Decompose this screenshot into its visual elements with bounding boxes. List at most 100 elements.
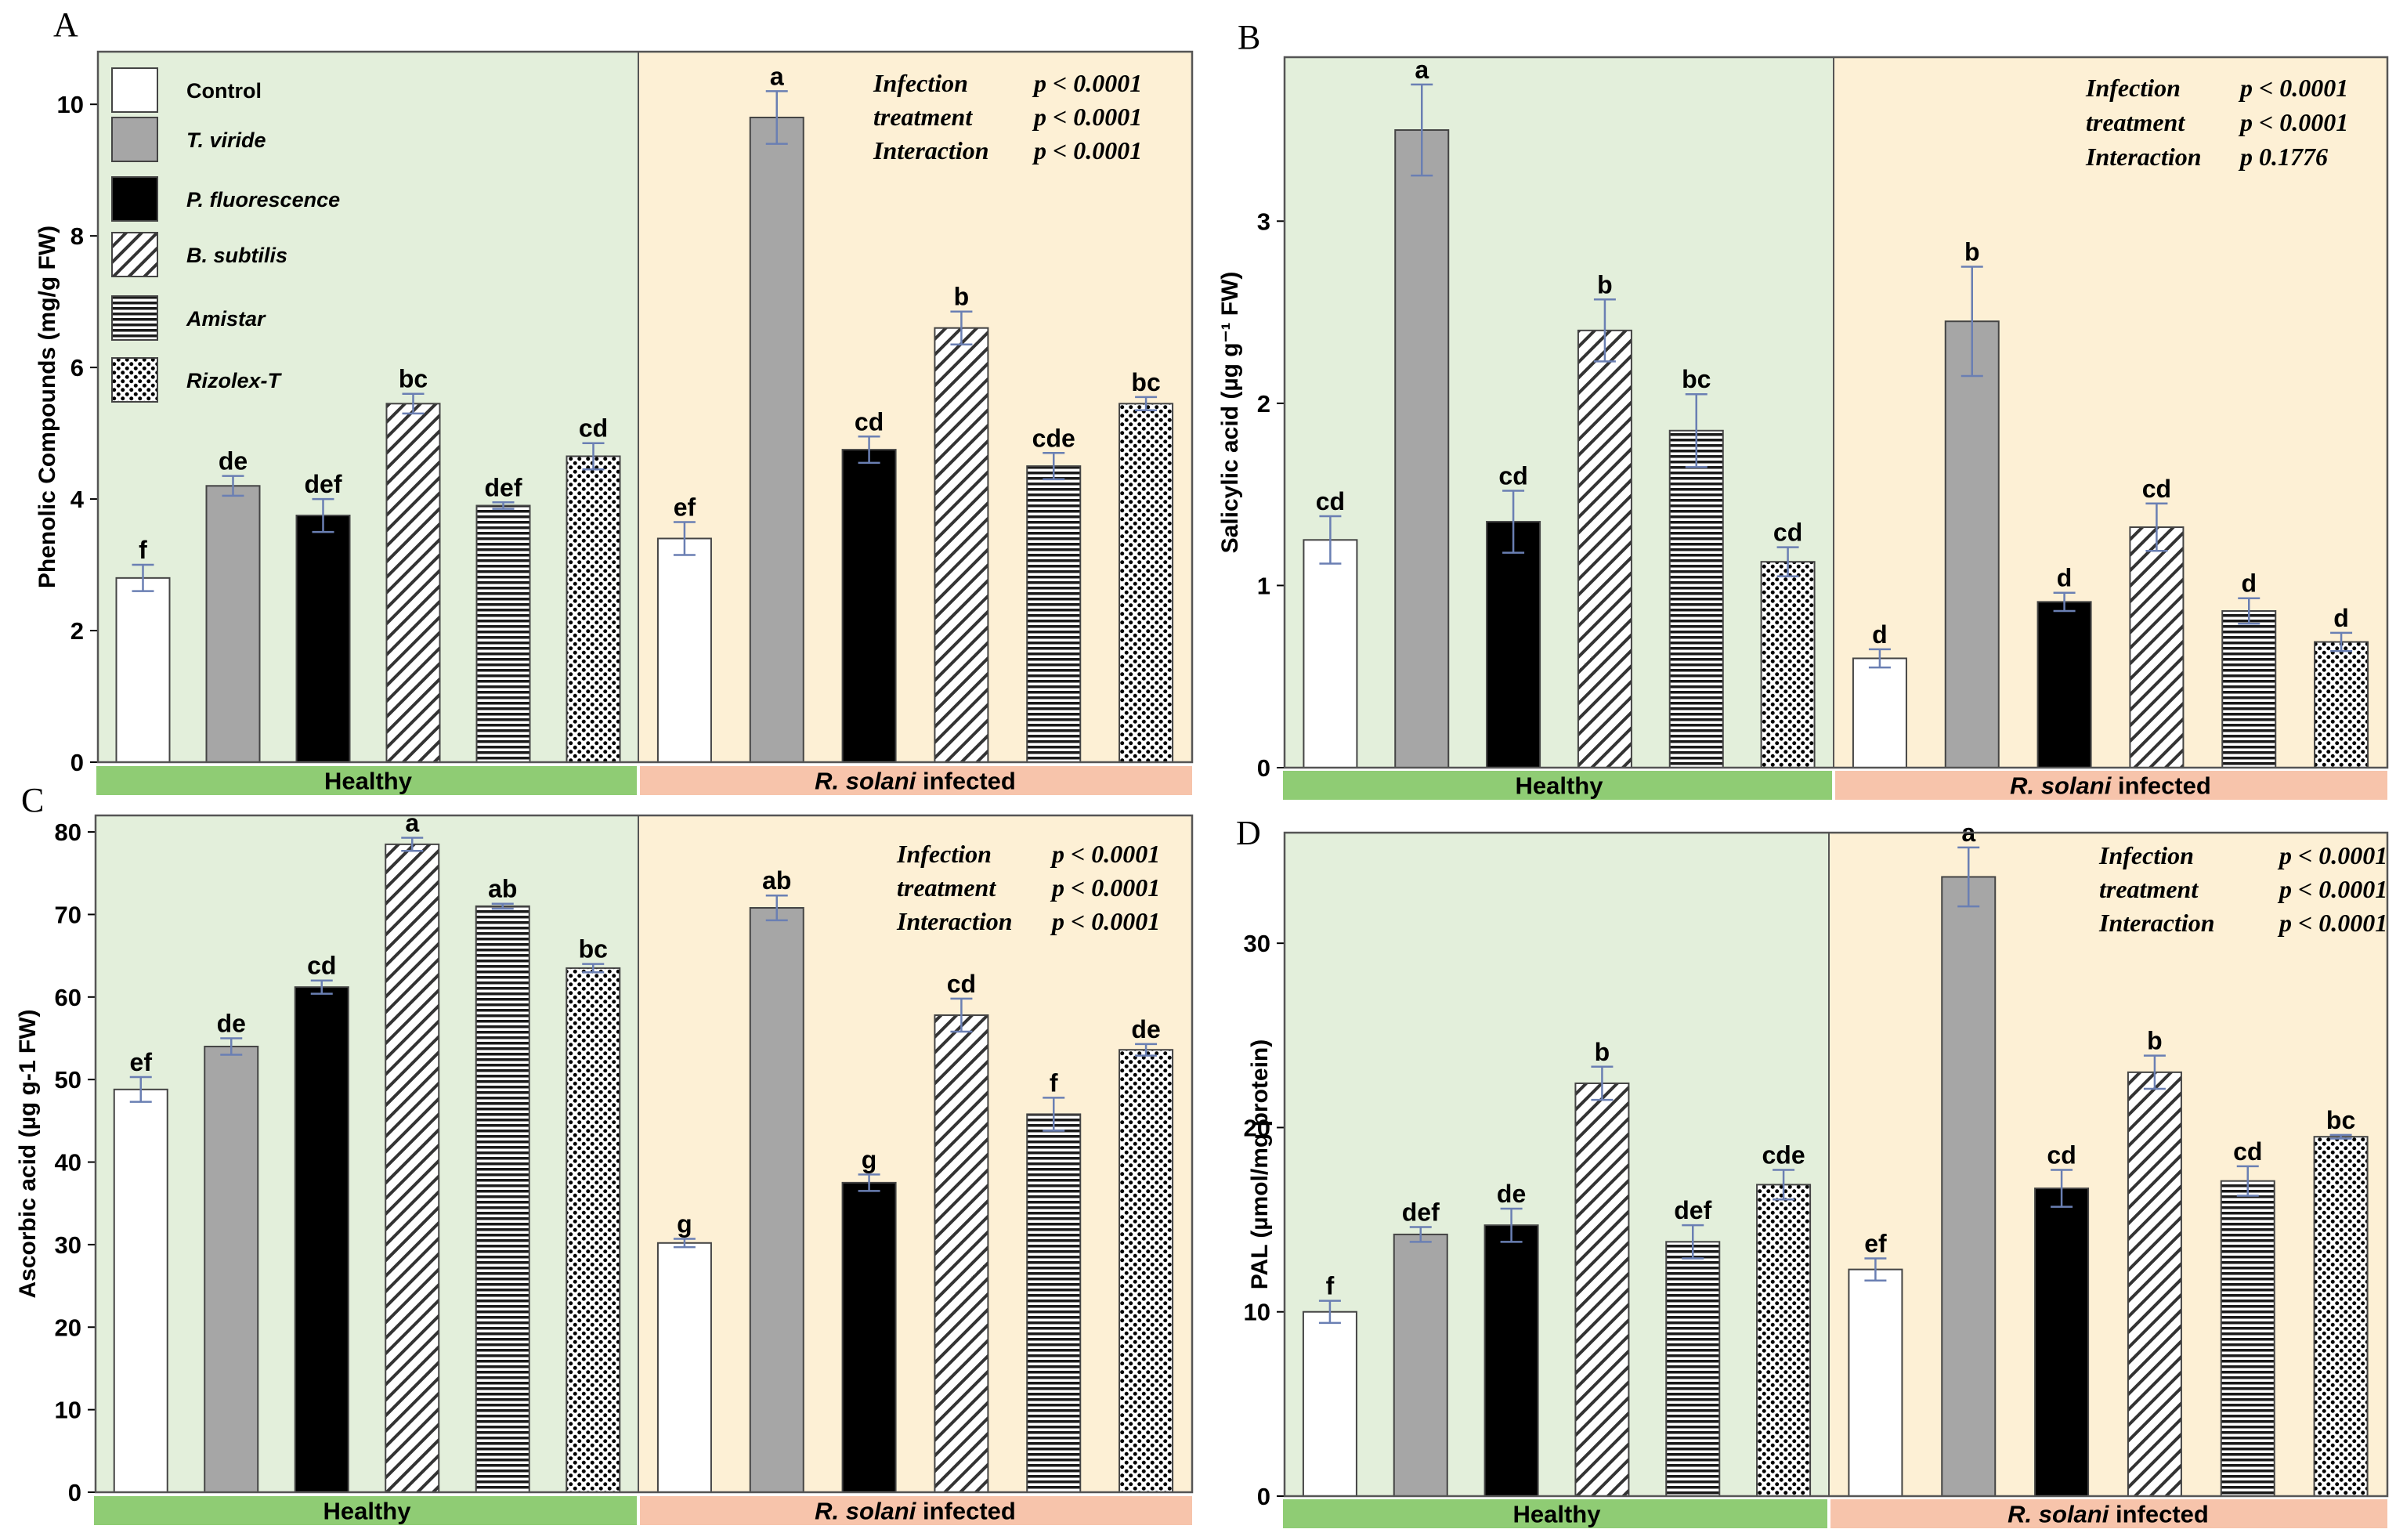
y-tick-label: 0 (70, 749, 84, 776)
stat-pvalue: p < 0.0001 (2277, 909, 2387, 937)
healthy-strip (1283, 1499, 1827, 1528)
bar-infected-5 (1026, 465, 1082, 763)
bar-healthy-4 (385, 403, 441, 763)
bar-infected-1 (656, 537, 712, 763)
bar-infected-3 (841, 1181, 897, 1493)
y-tick-label: 50 (55, 1066, 81, 1094)
group-label-infected-suffix: infected (916, 768, 1015, 795)
bar-infected-2 (1941, 876, 1997, 1497)
stat-pvalue: p < 0.0001 (1032, 103, 1142, 131)
group-label-infected-species: R. solani (2010, 772, 2112, 800)
bar-healthy-5 (475, 504, 531, 763)
y-tick-label: 0 (68, 1479, 81, 1506)
bar-healthy-6 (1760, 561, 1816, 768)
y-axis-label: PAL (µmol/mg protein) (1247, 1039, 1273, 1290)
group-label-infected-species: R. solani (815, 768, 917, 795)
significance-letter: cd (855, 407, 884, 436)
bar-infected-1 (656, 1242, 712, 1494)
bar-healthy-1 (113, 1088, 168, 1493)
significance-letter: ab (762, 866, 791, 895)
bar-healthy-2 (205, 485, 261, 763)
bar-healthy-1 (1302, 1310, 1357, 1497)
bar-healthy-2 (204, 1046, 259, 1493)
y-tick-label: 1 (1257, 572, 1270, 599)
infected-background (638, 815, 1192, 1492)
significance-letter: g (677, 1210, 692, 1238)
group-label-infected-suffix: infected (2111, 772, 2210, 800)
bar-infected-3 (2034, 1188, 2090, 1497)
stat-pvalue: p < 0.0001 (2277, 841, 2387, 869)
bar-infected-1 (1848, 1268, 1903, 1497)
significance-letter: b (1595, 1038, 1610, 1066)
stat-term: Infection (873, 69, 968, 97)
group-label-infected: R. solani infected (2010, 772, 2211, 800)
bar-infected-2 (749, 116, 804, 763)
significance-letter: de (1131, 1015, 1160, 1043)
panel-B: Healthy R. solani infected 0 1 2 3 Salicylic a… (1217, 18, 2389, 800)
panel-C: Healthy R. solani infected 0 10 20 30 40 50 60 70… (15, 781, 1194, 1525)
group-label-infected: R. solani infected (2008, 1501, 2209, 1528)
bar-infected-1 (1852, 657, 1907, 769)
plot-frame (94, 814, 1194, 1494)
significance-letter: cd (579, 414, 608, 443)
group-label-healthy: Healthy (323, 1498, 412, 1525)
significance-letter: f (1050, 1068, 1058, 1097)
y-tick-label: 6 (70, 354, 84, 381)
stat-term: Interaction (2085, 143, 2202, 171)
stat-pvalue: p < 0.0001 (1050, 840, 1160, 868)
bar-healthy-5 (1665, 1241, 1721, 1497)
significance-letter: cd (1773, 519, 1802, 547)
significance-letter: bc (1682, 365, 1711, 393)
healthy-background (98, 52, 638, 762)
infected-background (1829, 833, 2387, 1496)
bar-healthy-3 (1483, 1224, 1539, 1498)
significance-letter: f (139, 536, 147, 564)
infected-strip (640, 1496, 1192, 1525)
bar-infected-6 (2314, 641, 2369, 768)
significance-letter: f (1326, 1272, 1335, 1300)
significance-letter: bc (2326, 1106, 2355, 1134)
infected-background (1834, 57, 2387, 768)
legend-label: T. viride (186, 128, 266, 152)
stat-term: Infection (2098, 841, 2194, 869)
significance-letter: ef (130, 1048, 153, 1076)
healthy-strip (96, 766, 637, 795)
significance-letter: a (770, 62, 784, 90)
significance-letter: cde (1762, 1141, 1805, 1169)
stat-term: Infection (2085, 74, 2181, 102)
significance-letter: def (485, 473, 522, 501)
bar-infected-4 (2127, 1071, 2182, 1497)
stat-term: Interaction (896, 907, 1013, 935)
panel-D: Healthy R. solani infected 0 10 20 30 PAL (µmo… (1236, 814, 2389, 1528)
bar-infected-3 (841, 449, 897, 763)
y-tick-label: 0 (1257, 1483, 1270, 1510)
group-label-infected-species: R. solani (815, 1498, 917, 1525)
y-tick-label: 2 (1257, 390, 1270, 418)
y-tick-label: 3 (1257, 208, 1270, 235)
plot-frame (1283, 56, 2389, 769)
bar-healthy-6 (566, 967, 621, 1494)
infected-strip (640, 766, 1192, 795)
bar-infected-2 (1944, 320, 2000, 768)
legend-swatch (111, 357, 158, 403)
bar-healthy-4 (385, 843, 440, 1493)
bar-infected-5 (1026, 1113, 1082, 1494)
bar-healthy-1 (1303, 539, 1358, 768)
legend-label: Amistar (186, 307, 266, 331)
significance-letter: cd (2047, 1141, 2076, 1169)
bar-infected-6 (2313, 1136, 2369, 1498)
healthy-strip (94, 1496, 637, 1525)
significance-letter: cd (307, 952, 336, 980)
stat-term: treatment (873, 103, 973, 131)
bar-infected-6 (1118, 403, 1174, 763)
significance-letter: cd (1316, 487, 1345, 515)
bar-healthy-5 (1668, 429, 1724, 768)
significance-letter: d (2057, 564, 2073, 592)
panel-letter: B (1238, 18, 1260, 56)
y-tick-label: 20 (1244, 1114, 1270, 1141)
group-label-healthy: Healthy (1516, 772, 1604, 800)
y-tick-label: 10 (1244, 1299, 1270, 1326)
significance-letter: cde (1032, 424, 1075, 452)
significance-letter: b (954, 283, 970, 311)
